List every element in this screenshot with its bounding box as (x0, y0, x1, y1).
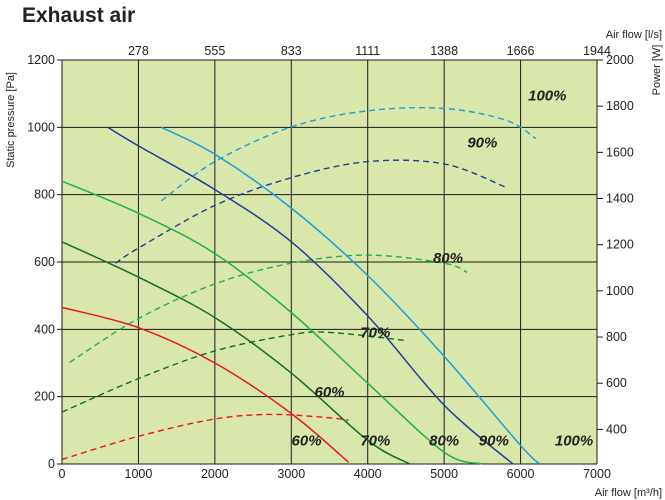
x-tick-label: 3000 (277, 467, 305, 481)
x2-tick-label: 833 (281, 44, 302, 58)
series-layer (61, 106, 541, 465)
y-tick-label: 1000 (27, 120, 55, 134)
power-curve-90pct (115, 159, 506, 264)
curve-label: 70% (360, 325, 390, 342)
pressure-curve-100pct (161, 126, 541, 465)
tick-labels: 0 100027820005553000833400011115000138860… (27, 44, 634, 481)
pressure-curve-70pct (61, 241, 411, 465)
x2-tick-label: 1944 (583, 44, 611, 58)
pressure-curve-90pct (107, 126, 514, 465)
x-tick-label: 5000 (430, 467, 458, 481)
y2-tick-label: 400 (606, 422, 627, 436)
curve-label: 90% (467, 135, 497, 152)
curve-label: 100% (555, 432, 593, 449)
x2-tick-label: 555 (204, 44, 225, 58)
curve-label: 100% (528, 87, 566, 104)
curve-label: 70% (360, 432, 390, 449)
curve-label: 80% (433, 250, 463, 267)
x2-tick-label: 1388 (430, 44, 458, 58)
y-tick-label: 1200 (27, 53, 55, 67)
power-curve-70pct (61, 331, 406, 413)
pressure-curve-60pct (61, 306, 350, 463)
power-curve-80pct (69, 254, 468, 363)
pressure-curve-80pct (61, 180, 483, 465)
y2-tick-label: 1400 (606, 192, 634, 206)
y-tick-label: 600 (34, 255, 55, 269)
grid (57, 59, 603, 465)
y-tick-label: 800 (34, 188, 55, 202)
y2-tick-label: 1800 (606, 99, 634, 113)
x-tick-label: 1000 (125, 467, 153, 481)
chart-title: Exhaust air (22, 4, 136, 27)
y2-tick-label: 2000 (606, 53, 634, 67)
x-tick-label: 6000 (507, 467, 535, 481)
x-tick-label: 7000 (583, 467, 611, 481)
x-tick-label: 4000 (354, 467, 382, 481)
y2-tick-label: 1600 (606, 145, 634, 159)
y2-tick-label: 800 (606, 330, 627, 344)
y-tick-label: 200 (34, 390, 55, 404)
x2-tick-label: 1111 (355, 44, 380, 58)
annotations: 100% 90% 80% 70% 60% 60% 70% 80% 90% 100% (292, 87, 594, 449)
y-tick-label: 400 (34, 322, 55, 336)
y2-tick-label: 600 (606, 376, 627, 390)
x2-tick-label: 1666 (507, 44, 535, 58)
curve-label: 90% (479, 432, 509, 449)
x-tick-label: 0 (59, 467, 66, 481)
x-axis-label: Air flow [m³/h] (595, 487, 662, 499)
y2-tick-label: 1200 (606, 238, 634, 252)
y-axis-label: Static pressure [Pa] (5, 72, 17, 168)
x2-axis-label: Air flow [l/s] (606, 29, 662, 41)
x-tick-label: 2000 (201, 467, 229, 481)
x2-tick-label: 278 (128, 44, 149, 58)
curve-label: 60% (292, 432, 322, 449)
power-curve-60pct (61, 413, 349, 461)
power-curve-100pct (160, 106, 537, 202)
curve-label: 60% (314, 384, 344, 401)
y2-axis-label: Power [W] (651, 45, 663, 96)
y2-tick-label: 1000 (606, 284, 634, 298)
curve-label: 80% (429, 432, 459, 449)
y-tick-label: 0 (48, 457, 55, 471)
